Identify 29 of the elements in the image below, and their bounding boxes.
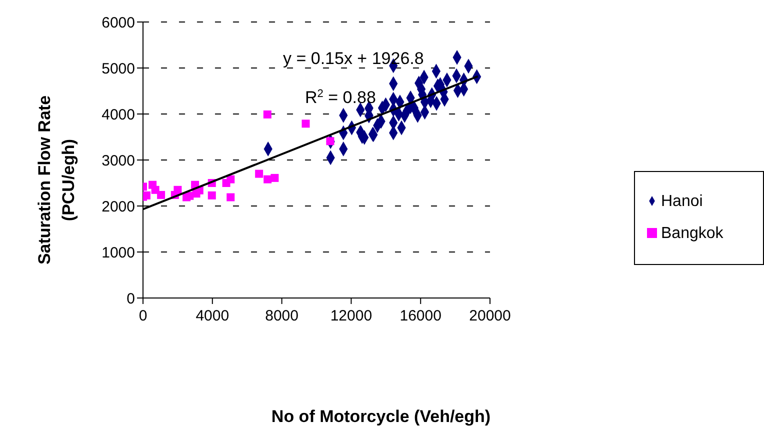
x-tick-label: 0 (138, 308, 148, 325)
annotation: R$^{2}$ = 0.88 (305, 88, 376, 107)
legend-label: Hanoi (661, 192, 703, 210)
x-tick-label: 12000 (330, 308, 372, 325)
point (174, 186, 182, 194)
point (226, 175, 235, 184)
y-tick-label: 4000 (102, 106, 135, 124)
point (302, 120, 310, 128)
x-axis-title: No of Motorcycle (Veh/egh) (271, 407, 491, 426)
y-tick-label: 0 (126, 290, 135, 308)
legend-label: Bangkok (661, 224, 724, 242)
point (270, 174, 279, 182)
y-axis-title: Saturation Flow Rate (PCU/egh) (34, 94, 79, 267)
annotation: y = 0.15x + 1926.8 (283, 49, 424, 68)
point (143, 191, 150, 200)
point (255, 170, 264, 178)
x-tick-label: 8000 (265, 308, 298, 325)
x-tick-label: 20000 (469, 308, 511, 325)
x-tick-label: 4000 (196, 308, 230, 325)
point (208, 191, 216, 200)
point (226, 193, 235, 202)
point (263, 110, 272, 118)
y-tick-label: 2000 (102, 198, 135, 216)
y-tick-label: 1000 (102, 244, 135, 262)
x-tick-label: 16000 (400, 308, 442, 325)
point (157, 190, 166, 199)
y-tick-label: 3000 (102, 152, 135, 170)
y-tick-label: 5000 (102, 60, 135, 78)
y-tick-label: 6000 (102, 14, 135, 32)
